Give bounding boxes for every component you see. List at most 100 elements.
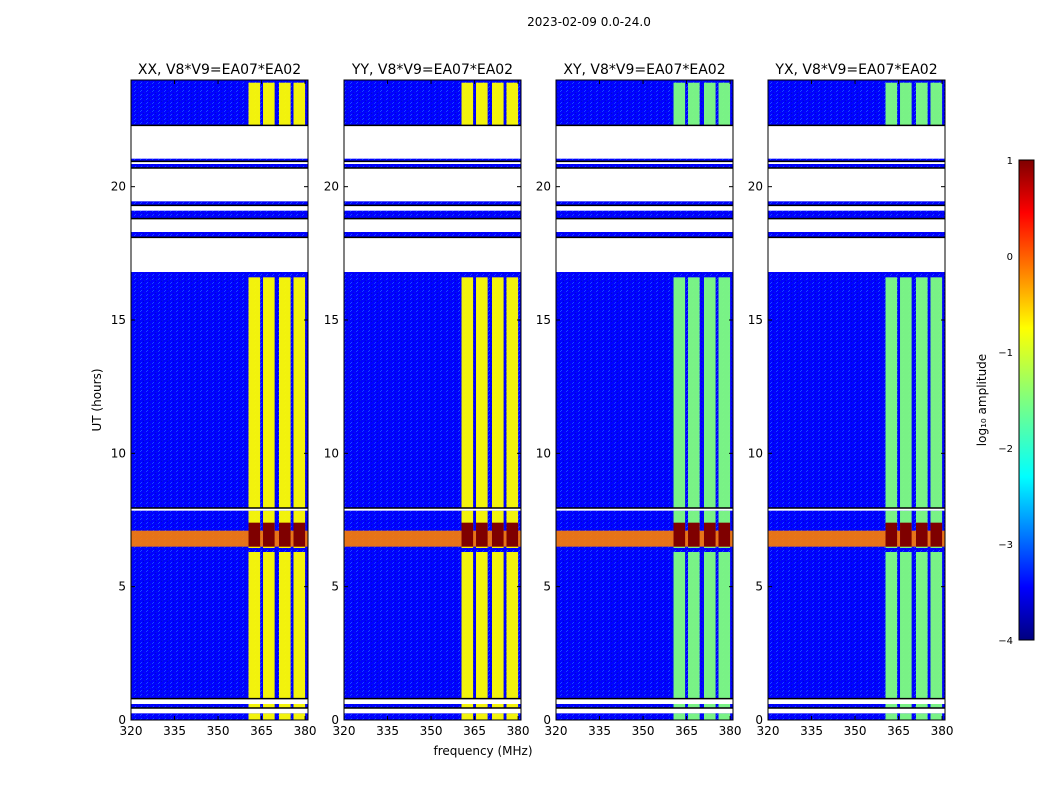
band-block	[248, 552, 261, 699]
data-gap	[768, 218, 945, 232]
data-gap	[344, 161, 521, 164]
band-block	[703, 277, 716, 508]
data-gap	[344, 205, 521, 211]
band-block	[703, 82, 716, 126]
x-tick-label: 365	[250, 724, 273, 738]
data-gap	[344, 168, 521, 202]
rfi-event-block	[673, 522, 686, 547]
band-block	[930, 277, 943, 508]
band-block	[248, 713, 261, 720]
panel-frame	[343, 79, 522, 721]
band-block	[915, 704, 928, 708]
rfi-event-block	[688, 522, 700, 547]
band-block	[476, 704, 488, 708]
band-block	[491, 552, 504, 699]
band-block	[263, 82, 275, 126]
data-gap	[344, 698, 521, 704]
x-tick-label: 380	[719, 724, 742, 738]
band-block	[506, 713, 519, 720]
band-block	[703, 713, 716, 720]
band-block	[703, 704, 716, 708]
band-block	[673, 552, 686, 699]
colorbar-tick-label: −1	[998, 348, 1013, 359]
panel-title: YX, V8*V9=EA07*EA02	[774, 62, 937, 78]
data-gap	[768, 205, 945, 211]
band-block	[673, 713, 686, 720]
band-block	[885, 277, 898, 508]
data-gap	[131, 508, 308, 511]
band-block	[248, 704, 261, 708]
band-block	[461, 277, 474, 508]
band-block	[293, 713, 306, 720]
band-block	[673, 704, 686, 708]
rfi-event-block	[461, 522, 474, 547]
y-tick-label: 5	[331, 580, 339, 594]
colorbar-tick-label: 1	[1007, 156, 1013, 167]
rfi-event-block	[885, 522, 898, 547]
band-block	[900, 82, 912, 126]
band-block	[263, 552, 275, 699]
data-gap	[131, 698, 308, 704]
x-tick-label: 365	[675, 724, 698, 738]
panel-title: YY, V8*V9=EA07*EA02	[351, 62, 513, 78]
y-tick-label: 15	[536, 313, 551, 327]
band-block	[293, 82, 306, 126]
band-block	[491, 704, 504, 708]
rfi-event-block	[703, 522, 716, 547]
band-block	[718, 552, 731, 699]
figure-suptitle: 2023-02-09 0.0-24.0	[527, 15, 651, 29]
rfi-event-block	[915, 522, 928, 547]
rfi-event-block	[263, 522, 275, 547]
data-gap	[344, 125, 521, 159]
y-tick-label: 10	[748, 446, 763, 460]
band-block	[900, 552, 912, 699]
data-gap	[344, 508, 521, 511]
band-block	[263, 713, 275, 720]
x-axis-label: frequency (MHz)	[433, 744, 532, 758]
colorbar-tick-label: 0	[1007, 252, 1013, 263]
spectrogram-panel: YY, V8*V9=EA07*EA02 320 335 350 365 380 0 5 10 15…	[324, 62, 530, 738]
data-gap	[131, 161, 308, 164]
y-tick-label: 15	[748, 313, 763, 327]
y-tick-label: 0	[331, 713, 339, 727]
x-tick-label: 320	[545, 724, 568, 738]
band-block	[688, 713, 700, 720]
panel-title: XY, V8*V9=EA07*EA02	[563, 62, 725, 78]
band-block	[915, 277, 928, 508]
y-tick-label: 20	[536, 180, 551, 194]
x-tick-label: 335	[800, 724, 823, 738]
band-block	[293, 277, 306, 508]
rfi-event-block	[293, 522, 306, 547]
data-gap	[556, 218, 733, 232]
data-gap	[131, 205, 308, 211]
y-tick-label: 5	[543, 580, 551, 594]
x-tick-label: 335	[376, 724, 399, 738]
rfi-event-block	[718, 522, 731, 547]
rfi-event-block	[506, 522, 519, 547]
y-tick-label: 20	[324, 180, 339, 194]
spectrogram-panel: YX, V8*V9=EA07*EA02 320 335 350 365 380 0 5 10 15…	[748, 62, 954, 738]
band-block	[248, 277, 261, 508]
band-block	[718, 713, 731, 720]
data-gap	[768, 168, 945, 202]
data-gap	[768, 237, 945, 272]
y-tick-label: 0	[118, 713, 126, 727]
band-block	[673, 82, 686, 126]
band-block	[461, 552, 474, 699]
rfi-event-block	[491, 522, 504, 547]
band-block	[718, 82, 731, 126]
data-gap	[556, 237, 733, 272]
x-tick-label: 350	[632, 724, 655, 738]
band-block	[476, 552, 488, 699]
rfi-event-block	[248, 522, 261, 547]
data-gap	[131, 708, 308, 714]
data-gap	[556, 125, 733, 159]
data-gap	[344, 218, 521, 232]
band-block	[278, 552, 291, 699]
band-block	[900, 713, 912, 720]
data-gap	[768, 125, 945, 159]
x-tick-label: 320	[757, 724, 780, 738]
data-gap	[131, 237, 308, 272]
colorbar-tick-label: −2	[998, 444, 1013, 455]
